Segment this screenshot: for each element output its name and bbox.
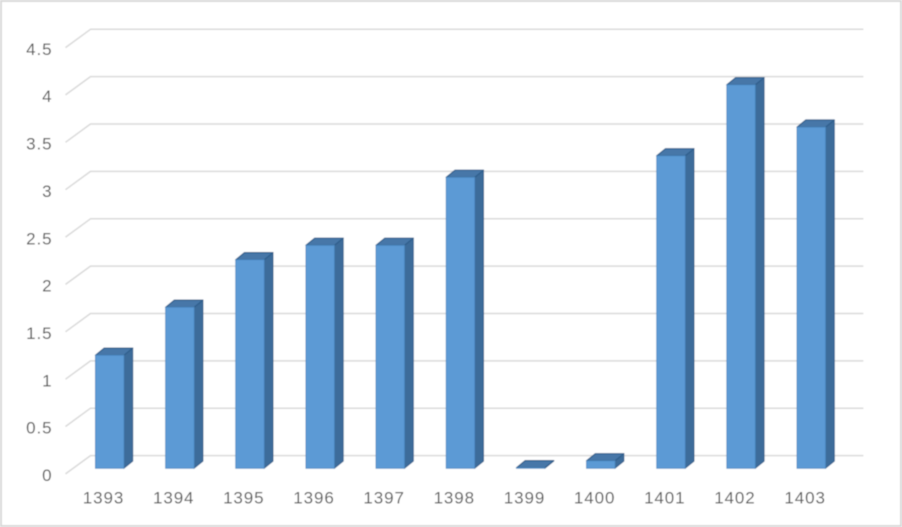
svg-text:1400: 1400	[574, 489, 615, 508]
svg-text:1401: 1401	[644, 489, 685, 508]
svg-text:3: 3	[42, 182, 52, 201]
svg-text:0.5: 0.5	[26, 419, 52, 438]
svg-text:1398: 1398	[434, 489, 475, 508]
svg-text:1394: 1394	[153, 489, 194, 508]
svg-text:1395: 1395	[223, 489, 264, 508]
svg-text:2.5: 2.5	[26, 229, 52, 248]
svg-text:4: 4	[42, 87, 52, 106]
svg-text:1402: 1402	[714, 489, 755, 508]
svg-text:1397: 1397	[363, 489, 404, 508]
svg-text:4.5: 4.5	[26, 40, 52, 59]
svg-text:1403: 1403	[784, 489, 825, 508]
svg-text:3.5: 3.5	[26, 135, 52, 154]
svg-text:1: 1	[42, 371, 52, 390]
svg-text:0: 0	[42, 466, 52, 485]
svg-text:1393: 1393	[83, 489, 124, 508]
svg-text:1.5: 1.5	[26, 324, 52, 343]
svg-text:2: 2	[42, 277, 52, 296]
svg-text:1399: 1399	[504, 489, 545, 508]
svg-text:1396: 1396	[293, 489, 334, 508]
